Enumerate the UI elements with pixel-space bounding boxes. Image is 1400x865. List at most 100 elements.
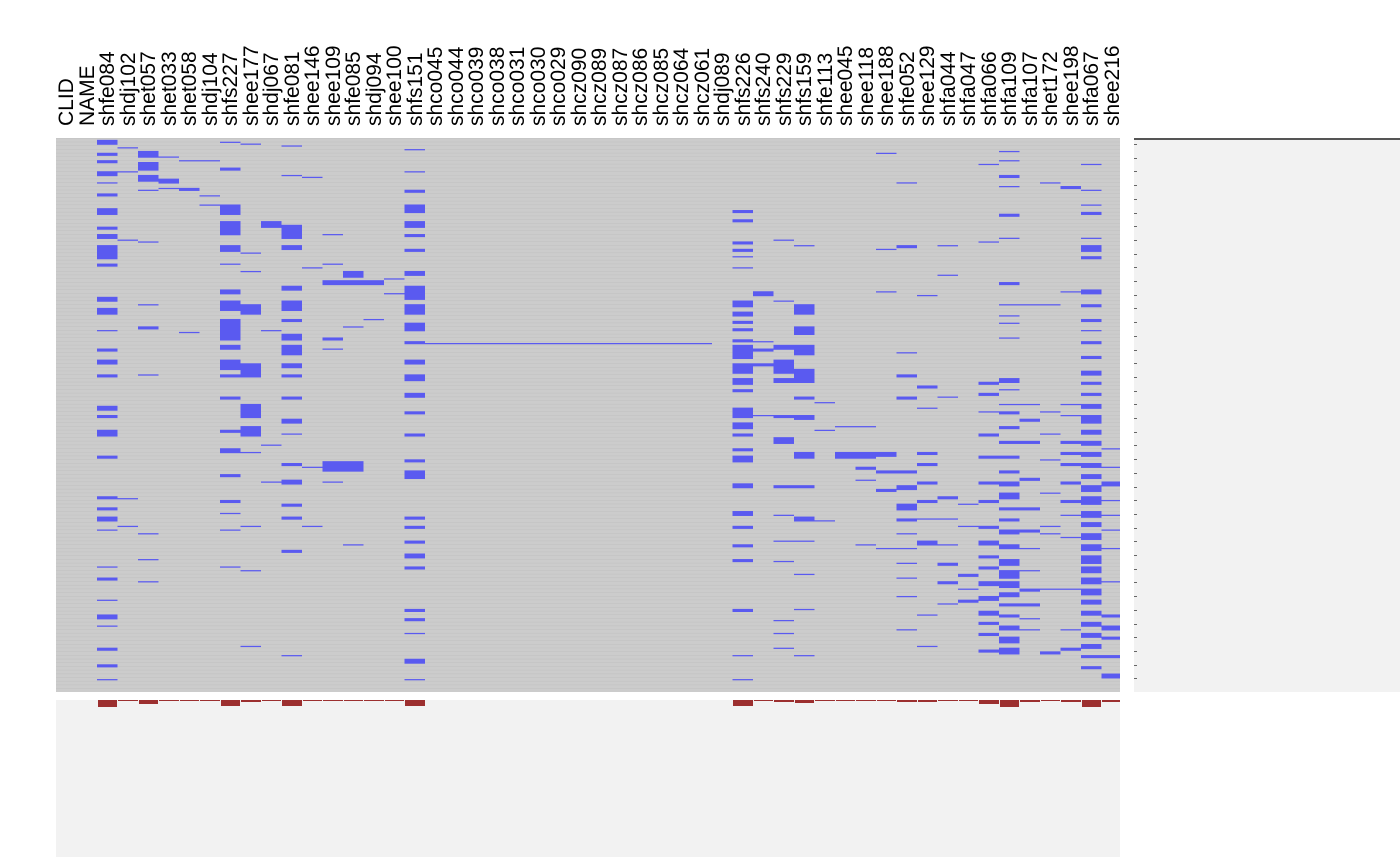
heatmap-cell-shfa047 xyxy=(958,525,979,528)
heatmap-cell-shfa109 xyxy=(999,389,1020,391)
heatmap-cell-shee216 xyxy=(1101,529,1120,531)
row-separator xyxy=(56,352,1120,353)
row-separator xyxy=(56,400,1120,401)
heatmap-cell-shfe081 xyxy=(281,224,302,239)
heatmap-cell-shfa107 xyxy=(1019,440,1040,444)
heatmap-cell-shfe084 xyxy=(97,647,118,651)
heatmap-cell-shfa107 xyxy=(1019,529,1040,533)
row-separator xyxy=(56,200,1120,202)
heatmap-cell-shfe084 xyxy=(97,429,118,437)
summary-bar-shdj067 xyxy=(261,700,281,701)
heatmap-cell-shfs151 xyxy=(404,525,425,529)
summary-bar-shfs159 xyxy=(794,700,814,703)
row-separator xyxy=(56,241,1120,243)
summary-bar-shee045 xyxy=(835,700,855,701)
heatmap-cell-shfs240 xyxy=(753,415,774,417)
heatmap-cell-shfs151 xyxy=(404,234,425,238)
heatmap-cell-shfa066 xyxy=(978,566,999,570)
heatmap-cell-shfa109 xyxy=(999,337,1020,339)
heatmap-cell-shdj104 xyxy=(199,160,220,162)
row-separator xyxy=(56,381,1120,383)
heatmap-cell-shfe084 xyxy=(97,359,118,365)
heatmap-cell-shee109 xyxy=(322,234,343,236)
heatmap-grid xyxy=(56,138,1120,692)
row-tick xyxy=(1134,623,1137,625)
row-tick xyxy=(1134,568,1137,570)
column-label-shee129: shee129 xyxy=(916,45,939,126)
row-separator xyxy=(56,407,1120,409)
heatmap-cell-shfa066 xyxy=(978,581,999,587)
summary-bar-shee216 xyxy=(1102,700,1120,703)
row-separator xyxy=(56,182,1120,183)
heatmap-cell-shfe084 xyxy=(97,245,118,260)
heatmap-cell-shee129 xyxy=(917,540,938,546)
heatmap-cell-shee188 xyxy=(876,470,897,474)
row-separator xyxy=(56,429,1120,431)
summary-bar-shee177 xyxy=(241,700,261,703)
summary-bar-shfa109 xyxy=(999,700,1019,707)
heatmap-cell-shfa067 xyxy=(1081,289,1102,295)
row-tick xyxy=(1134,376,1137,378)
heatmap-cell-shfa109 xyxy=(999,150,1020,153)
summary-bar-shee129 xyxy=(917,700,937,703)
heatmap-cell-shfs226 xyxy=(732,328,753,332)
heatmap-cell-shee129 xyxy=(917,385,938,389)
heatmap-cell-shco044 xyxy=(445,342,466,345)
heatmap-cell-shco045 xyxy=(425,342,446,345)
heatmap-cell-shfa044 xyxy=(937,396,958,398)
heatmap-cell-shco031 xyxy=(507,342,528,345)
heatmap-cell-shee146 xyxy=(302,176,323,179)
heatmap-cell-shee198 xyxy=(1060,499,1081,504)
row-tick xyxy=(1134,418,1137,419)
row-tick xyxy=(1134,267,1137,269)
heatmap-cell-shee129 xyxy=(917,645,938,648)
row-separator xyxy=(56,499,1120,501)
heatmap-cell-shee198 xyxy=(1060,451,1081,456)
column-label-shfe052: shfe052 xyxy=(895,51,919,126)
column-label-shco030: shco030 xyxy=(526,46,550,126)
heatmap-cell-shee216 xyxy=(1101,581,1120,583)
row-separator xyxy=(56,614,1120,616)
column-label-shfa066: shfa066 xyxy=(977,51,1001,126)
heatmap-cell-shfa109 xyxy=(999,455,1020,459)
row-separator xyxy=(56,152,1120,154)
heatmap-cell-shfa109 xyxy=(999,426,1020,430)
heatmap-cell-shet057 xyxy=(138,304,159,306)
column-label-shee188: shee188 xyxy=(875,45,898,126)
row-separator xyxy=(56,592,1120,593)
row-tick xyxy=(1134,390,1137,392)
heatmap-cell-shfs227 xyxy=(220,429,241,433)
heatmap-cell-shet033 xyxy=(158,178,179,184)
heatmap-cell-shfs226 xyxy=(732,339,753,343)
row-separator xyxy=(56,488,1120,490)
row-separator xyxy=(56,570,1120,571)
row-separator xyxy=(56,178,1120,180)
heatmap-cell-shfa047 xyxy=(958,503,979,505)
heatmap-cell-shfa067 xyxy=(1081,632,1102,638)
column-label-shcz061: shcz061 xyxy=(690,47,714,126)
heatmap-cell-shee118 xyxy=(855,451,876,459)
heatmap-cell-shfe084 xyxy=(97,374,118,378)
heatmap-cell-shfs159 xyxy=(794,655,815,657)
heatmap-cell-shfs227 xyxy=(220,359,241,371)
heatmap-cell-shfa066 xyxy=(978,433,999,437)
heatmap-cell-shfe081 xyxy=(281,174,302,177)
heatmap-cell-shfs151 xyxy=(404,304,425,315)
heatmap-cell-shfs229 xyxy=(773,540,794,542)
heatmap-cell-shfs229 xyxy=(773,619,794,622)
row-separator xyxy=(56,204,1120,206)
heatmap-cell-shee177 xyxy=(240,403,261,419)
heatmap-cell-shfa109 xyxy=(999,614,1020,618)
heatmap-cell-shfa067 xyxy=(1081,370,1102,376)
heatmap-cell-shfe113 xyxy=(814,429,835,432)
heatmap-cell-shfe081 xyxy=(281,479,302,485)
row-separator xyxy=(56,222,1120,224)
heatmap-cell-shet172 xyxy=(1040,304,1061,306)
heatmap-cell-shfe052 xyxy=(896,485,917,491)
heatmap-cell-shfs240 xyxy=(753,363,774,367)
row-separator xyxy=(56,285,1120,287)
row-separator xyxy=(56,256,1120,257)
heatmap-cell-shet057 xyxy=(138,162,159,171)
heatmap-cell-shfa109 xyxy=(999,625,1020,631)
heatmap-cell-shfs226 xyxy=(732,511,753,516)
